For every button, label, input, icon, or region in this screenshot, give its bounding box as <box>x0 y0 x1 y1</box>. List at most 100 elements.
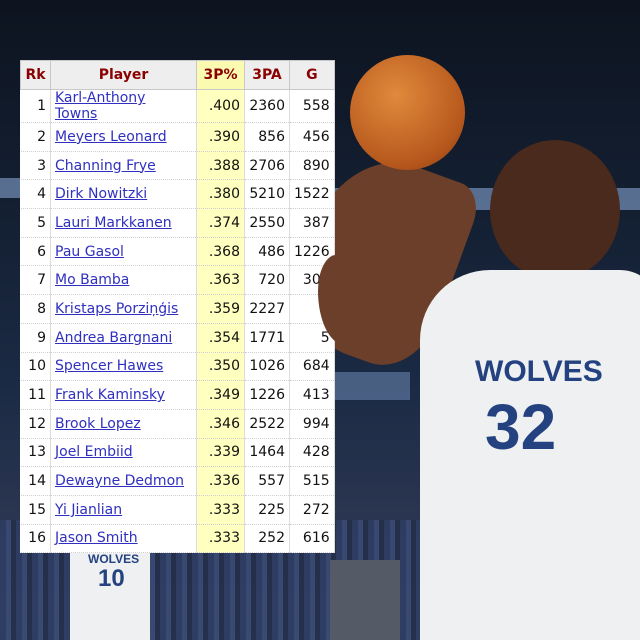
table-row: 15 Yi Jianlian .333 225 272 <box>20 495 335 525</box>
cell-player: Mo Bamba <box>50 265 197 296</box>
cell-three-pt-attempts: 856 <box>244 122 290 152</box>
cell-rank: 3 <box>20 151 51 181</box>
header-three-pt-attempts[interactable]: 3PA <box>244 60 290 90</box>
cell-three-pt-attempts: 1771 <box>244 323 290 353</box>
cell-three-pt-pct: .346 <box>196 409 245 439</box>
cell-games: 1226 <box>289 237 335 267</box>
player-link[interactable]: Meyers Leonard <box>55 128 167 145</box>
cell-player: Andrea Bargnani <box>50 323 197 353</box>
player-hand <box>318 255 363 345</box>
table-row: 2 Meyers Leonard .390 856 456 <box>20 122 335 152</box>
cell-rank: 8 <box>20 294 51 324</box>
cell-player: Spencer Hawes <box>50 352 197 382</box>
cell-three-pt-pct: .339 <box>196 438 245 468</box>
cell-player: Lauri Markkanen <box>50 208 197 238</box>
header-three-pt-pct[interactable]: 3P% <box>196 60 245 90</box>
table-row: 16 Jason Smith .333 252 616 <box>20 524 335 554</box>
cell-games: 456 <box>289 122 335 152</box>
cell-player: Meyers Leonard <box>50 122 197 152</box>
cell-games: 1522 <box>289 179 335 210</box>
cell-player: Pau Gasol <box>50 237 197 267</box>
cell-three-pt-attempts: 2706 <box>244 151 290 181</box>
cell-rank: 7 <box>20 265 51 296</box>
header-games[interactable]: G <box>289 60 335 90</box>
header-player[interactable]: Player <box>50 60 197 90</box>
player-link[interactable]: Channing Frye <box>55 157 156 174</box>
cell-three-pt-attempts: 252 <box>244 524 290 554</box>
table-row: 14 Dewayne Dedmon .336 557 515 <box>20 466 335 496</box>
cell-player: Kristaps Porziņģis <box>50 294 197 324</box>
player-link[interactable]: Pau Gasol <box>55 243 124 260</box>
cell-rank: 4 <box>20 179 51 210</box>
cell-player: Frank Kaminsky <box>50 380 197 410</box>
cell-rank: 14 <box>20 466 51 496</box>
cell-player: Brook Lopez <box>50 409 197 439</box>
player-link[interactable]: Dewayne Dedmon <box>55 473 185 490</box>
player-link[interactable]: Frank Kaminsky <box>55 387 165 404</box>
header-rank[interactable]: Rk <box>20 60 51 90</box>
cell-three-pt-pct: .400 <box>196 89 245 123</box>
player-link[interactable]: Yi Jianlian <box>55 501 123 518</box>
bg-jersey-number: 10 <box>98 565 125 592</box>
cell-games: 616 <box>289 524 335 554</box>
player-link[interactable]: Dirk Nowitzki <box>55 186 148 203</box>
table-row: 13 Joel Embiid .339 1464 428 <box>20 438 335 468</box>
three-point-leaders-table: Rk Player 3P% 3PA G 1 Karl-Anthony Towns .400 2… <box>20 60 335 554</box>
cell-three-pt-pct: .390 <box>196 122 245 152</box>
cell-player: Channing Frye <box>50 151 197 181</box>
cell-rank: 13 <box>20 438 51 468</box>
table-row: 6 Pau Gasol .368 486 1226 <box>20 237 335 267</box>
cell-player: Dewayne Dedmon <box>50 466 197 496</box>
cell-three-pt-pct: .363 <box>196 265 245 296</box>
player-link[interactable]: Andrea Bargnani <box>55 329 173 346</box>
player-link[interactable]: Lauri Markkanen <box>55 214 172 231</box>
player-link[interactable]: Joel Embiid <box>55 444 133 461</box>
cell-games: 428 <box>289 438 335 468</box>
cell-rank: 11 <box>20 380 51 410</box>
cell-rank: 6 <box>20 237 51 267</box>
table-row: 3 Channing Frye .388 2706 890 <box>20 151 335 181</box>
cell-games: 890 <box>289 151 335 181</box>
player-link[interactable]: Jason Smith <box>55 530 138 547</box>
cell-three-pt-pct: .368 <box>196 237 245 267</box>
cell-three-pt-pct: .354 <box>196 323 245 353</box>
bg-jersey-text: WOLVES <box>88 552 140 566</box>
table-row: 4 Dirk Nowitzki .380 5210 1522 <box>20 179 335 210</box>
cell-three-pt-pct: .336 <box>196 466 245 496</box>
player-jersey <box>420 270 640 640</box>
cell-rank: 5 <box>20 208 51 238</box>
cell-three-pt-pct: .388 <box>196 151 245 181</box>
player-link[interactable]: Spencer Hawes <box>55 358 164 375</box>
cell-three-pt-pct: .349 <box>196 380 245 410</box>
cell-three-pt-attempts: 1464 <box>244 438 290 468</box>
jersey-text: WOLVES <box>475 355 603 388</box>
cell-three-pt-pct: .359 <box>196 294 245 324</box>
cell-games: 272 <box>289 495 335 525</box>
player-link[interactable]: Brook Lopez <box>55 415 141 432</box>
cell-three-pt-attempts: 2522 <box>244 409 290 439</box>
cell-three-pt-attempts: 1226 <box>244 380 290 410</box>
cell-three-pt-attempts: 486 <box>244 237 290 267</box>
cell-three-pt-attempts: 1026 <box>244 352 290 382</box>
table-row: 12 Brook Lopez .346 2522 994 <box>20 409 335 439</box>
cell-games: 558 <box>289 89 335 123</box>
cell-player: Dirk Nowitzki <box>50 179 197 210</box>
cell-three-pt-attempts: 557 <box>244 466 290 496</box>
cell-three-pt-attempts: 2360 <box>244 89 290 123</box>
player-link[interactable]: Karl-Anthony Towns <box>55 90 146 122</box>
cell-rank: 10 <box>20 352 51 382</box>
basketball <box>350 55 465 170</box>
cell-player: Yi Jianlian <box>50 495 197 525</box>
cell-games: 413 <box>289 380 335 410</box>
table-row: 7 Mo Bamba .363 720 300 <box>20 265 335 296</box>
cell-three-pt-pct: .333 <box>196 495 245 525</box>
player-link[interactable]: Mo Bamba <box>55 272 130 289</box>
table-row: 9 Andrea Bargnani .354 1771 5 <box>20 323 335 353</box>
player-link[interactable]: Kristaps Porziņģis <box>55 300 179 317</box>
cell-games: 387 <box>289 208 335 238</box>
cell-rank: 1 <box>20 89 51 123</box>
cell-rank: 15 <box>20 495 51 525</box>
jersey-number: 32 <box>485 391 557 463</box>
